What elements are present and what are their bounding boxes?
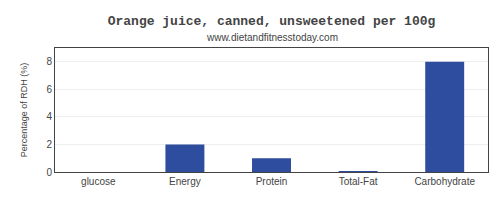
svg-text:Orange juice, canned, unsweete: Orange juice, canned, unsweetened per 10… [108, 14, 436, 29]
svg-text:6: 6 [46, 84, 52, 95]
svg-text:8: 8 [46, 56, 52, 67]
svg-text:Carbohydrate: Carbohydrate [414, 176, 475, 187]
svg-text:0: 0 [46, 167, 52, 178]
svg-text:4: 4 [46, 111, 52, 122]
svg-text:glucose: glucose [81, 176, 116, 187]
svg-text:Protein: Protein [256, 176, 288, 187]
svg-text:Percentage of RDH (%): Percentage of RDH (%) [19, 63, 29, 158]
svg-text:www.dietandfitnesstoday.com: www.dietandfitnesstoday.com [206, 32, 338, 43]
svg-text:Total-Fat: Total-Fat [339, 176, 378, 187]
svg-text:Energy: Energy [169, 176, 201, 187]
svg-text:2: 2 [46, 139, 52, 150]
